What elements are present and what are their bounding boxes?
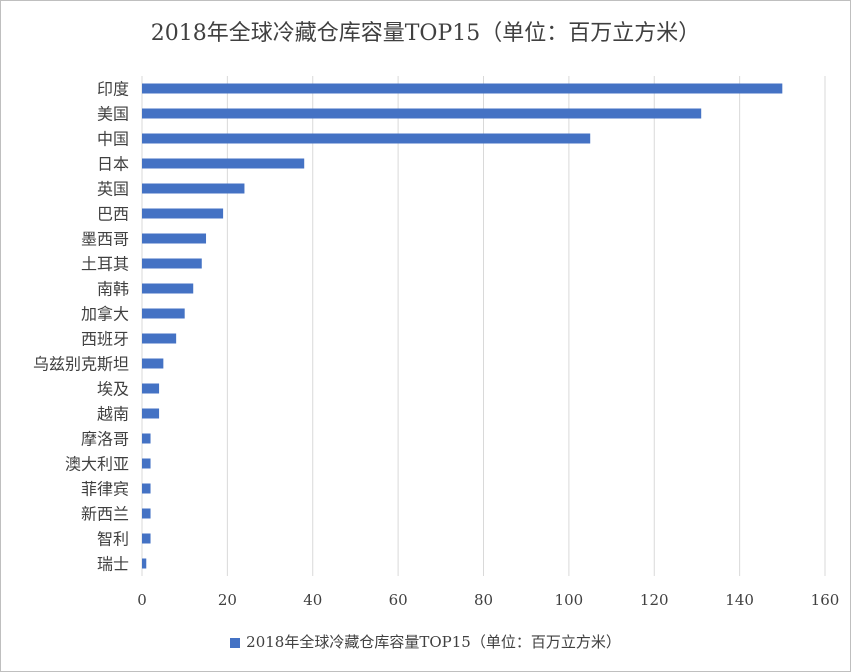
- bar: [142, 283, 194, 294]
- x-tick-label: 140: [725, 591, 754, 609]
- bar: [142, 233, 207, 244]
- legend-label: 2018年全球冷藏仓库容量TOP15（单位：百万立方米）: [246, 633, 621, 651]
- bar: [142, 308, 185, 319]
- category-label: 印度: [97, 80, 129, 99]
- bar: [142, 183, 245, 194]
- bar: [142, 558, 147, 569]
- category-label: 墨西哥: [81, 230, 129, 249]
- category-label: 智利: [97, 530, 129, 549]
- bar: [142, 208, 224, 219]
- legend: 2018年全球冷藏仓库容量TOP15（单位：百万立方米）: [1, 631, 850, 652]
- bar: [142, 258, 202, 269]
- bar: [142, 508, 151, 519]
- x-tick-label: 160: [811, 591, 840, 609]
- category-label: 土耳其: [81, 255, 129, 274]
- bar: [142, 433, 151, 444]
- chart-title: 2018年全球冷藏仓库容量TOP15（单位：百万立方米）: [150, 21, 701, 46]
- x-tick-labels: 0 20 40 60 80 100 120 140 160: [137, 591, 839, 609]
- category-label: 巴西: [97, 205, 129, 224]
- x-tick-label: 100: [555, 591, 584, 609]
- category-label: 英国: [97, 180, 129, 199]
- category-label: 澳大利亚: [65, 455, 129, 474]
- category-label: 越南: [97, 405, 129, 424]
- bar: [142, 408, 160, 419]
- category-label: 中国: [97, 130, 129, 149]
- category-label: 瑞士: [97, 555, 129, 574]
- x-tick-label: 0: [137, 591, 147, 609]
- bar: [142, 358, 164, 369]
- bar: [142, 83, 783, 94]
- bar: [142, 383, 160, 394]
- x-tick-label: 20: [218, 591, 237, 609]
- bar: [142, 458, 151, 469]
- grid-lines: [141, 76, 826, 576]
- category-label: 西班牙: [81, 330, 129, 349]
- category-label: 新西兰: [81, 505, 129, 524]
- bar: [142, 483, 151, 494]
- x-tick-label: 120: [640, 591, 669, 609]
- category-label: 菲律宾: [81, 480, 129, 499]
- x-tick-label: 60: [389, 591, 408, 609]
- bar: [142, 333, 177, 344]
- category-label: 摩洛哥: [81, 430, 129, 449]
- bar: [142, 133, 591, 144]
- category-label: 美国: [97, 105, 129, 124]
- x-tick-label: 40: [303, 591, 322, 609]
- legend-swatch: [230, 638, 241, 648]
- category-label: 南韩: [97, 280, 129, 299]
- category-label: 埃及: [97, 380, 129, 399]
- bars: [142, 83, 783, 569]
- bar: [142, 533, 151, 544]
- bar: [142, 158, 305, 169]
- category-label: 日本: [97, 155, 129, 174]
- category-label: 加拿大: [81, 305, 129, 324]
- bar: [142, 108, 702, 119]
- category-label: 乌兹别克斯坦: [33, 355, 129, 374]
- category-labels: 印度美国中国日本英国巴西墨西哥土耳其南韩加拿大西班牙乌兹别克斯坦埃及越南摩洛哥澳…: [33, 80, 129, 574]
- x-tick-label: 80: [474, 591, 493, 609]
